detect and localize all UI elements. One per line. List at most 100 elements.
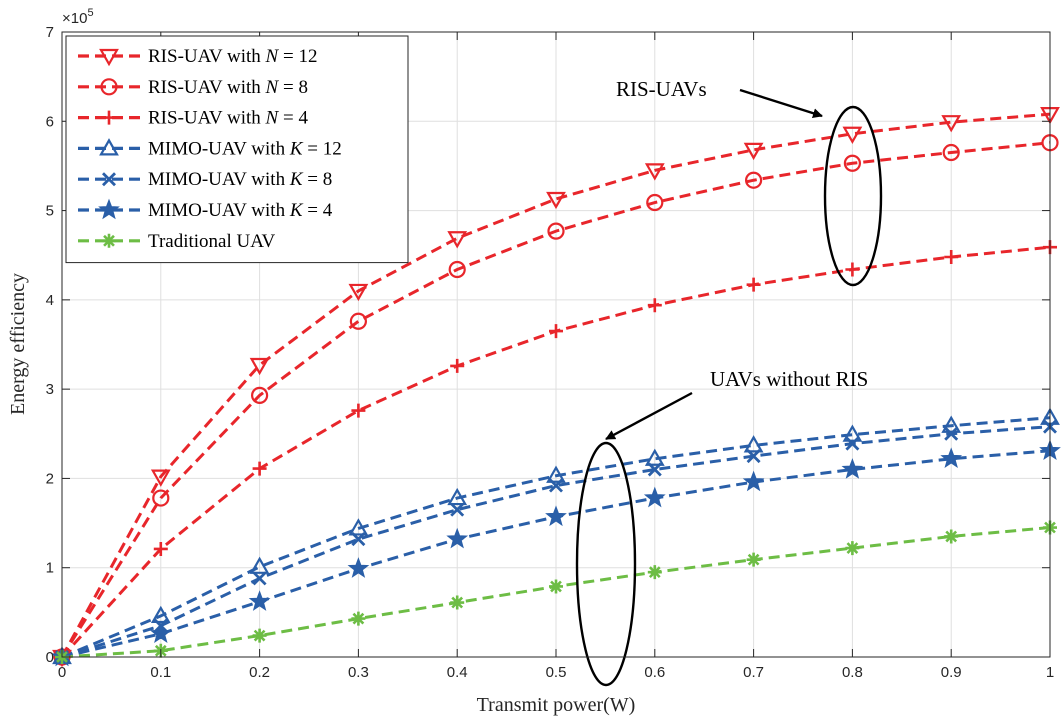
series-markers [51,107,1061,668]
data-point [446,527,469,549]
legend-marker [99,48,119,67]
data-point [150,605,171,624]
data-point [448,260,466,279]
data-point [644,163,665,181]
data-point [743,142,764,161]
y-tick-label: 3 [46,381,54,398]
ris-group-ellipse [823,105,883,287]
legend-marker [102,172,116,187]
data-point [351,403,366,418]
annotations: RIS-UAVs UAVs without RIS [575,77,883,687]
data-point [845,436,860,451]
y-tick-label: 6 [46,113,54,130]
y-tick-label: 0 [46,649,54,666]
y-multiplier-label: ×105 [62,7,94,27]
data-point [349,312,367,330]
data-point [643,486,666,508]
data-point [351,611,366,626]
data-point [450,358,465,373]
ris-group-label: RIS-UAVs [616,77,707,101]
data-point [545,505,567,527]
data-point [842,126,863,145]
data-point [944,426,959,441]
legend-label: RIS-UAV with N = 12 [148,46,317,67]
data-point [252,628,267,643]
data-point [647,298,662,313]
x-tick-label: 0.8 [842,664,863,681]
data-point [546,465,566,483]
legend-label: RIS-UAV with N = 4 [148,108,308,129]
data-point [150,469,171,487]
data-point [351,532,366,547]
data-point [251,386,269,404]
uav-group-label: UAVs without RIS [710,367,868,391]
data-point [546,191,566,210]
data-point [647,462,662,477]
data-point [149,622,172,644]
series-line-4 [61,416,1051,659]
legend-label: MIMO-UAV with K = 8 [148,169,332,190]
data-point [944,250,959,264]
data-point [743,435,764,453]
data-point [644,448,665,466]
y-axis-label: Energy efficiency [7,273,29,415]
legend-item: MIMO-UAV with K = 8 [78,169,332,190]
data-point [549,579,563,594]
data-point [252,571,267,586]
data-point [450,502,465,517]
data-point [249,357,270,376]
data-point [842,424,863,442]
x-tick-label: 0.5 [546,664,567,681]
legend-marker [102,110,116,125]
data-point [941,415,962,433]
ris-group-arrow [739,88,823,119]
uav-group-ellipse [575,441,637,687]
x-tick-label: 0.9 [941,664,962,681]
data-point [547,222,565,240]
data-point [249,556,270,574]
legend-item: RIS-UAV with N = 8 [78,77,308,98]
data-point [252,461,267,476]
data-point [447,487,468,506]
y-tick-label: 1 [46,560,54,577]
x-tick-label: 0.1 [150,664,171,681]
data-point [248,590,271,611]
data-point [742,470,765,492]
data-point [450,595,465,610]
legend-label: MIMO-UAV with K = 4 [148,200,333,221]
data-point [549,324,563,339]
data-point [348,283,369,302]
data-point [746,277,761,292]
x-tick-label: 1 [1046,664,1054,681]
data-point [744,171,763,189]
data-point [152,489,170,507]
x-tick-label: 0.7 [743,664,764,681]
data-point [746,552,761,567]
x-tick-label: 0.6 [644,664,665,681]
legend: RIS-UAV with N = 12 RIS-UAV with N = 8 RIS… [65,35,409,264]
legend-item: MIMO-UAV with K = 4 [78,198,333,221]
data-point [845,262,860,277]
legend-marker [98,198,120,220]
x-axis-label: Transmit power(W) [477,694,636,716]
data-point [944,529,959,544]
data-point [348,518,369,536]
data-point [845,541,860,556]
legend-label: Traditional UAV [148,231,275,252]
data-point [746,449,761,464]
legend-marker [99,138,119,156]
x-tick-label: 0.3 [348,664,369,681]
x-tick-label: 0.4 [447,664,468,681]
data-point [447,231,468,249]
x-tick-label: 0.2 [249,664,270,681]
legend-label: MIMO-UAV with K = 12 [148,138,342,159]
y-tick-label: 7 [46,24,54,41]
data-point [646,193,664,212]
y-tick-label: 2 [46,470,54,487]
data-point [347,557,370,578]
legend-item: Traditional UAV [78,231,275,252]
legend-marker [102,233,116,248]
data-point [549,478,563,493]
data-point [153,541,168,556]
